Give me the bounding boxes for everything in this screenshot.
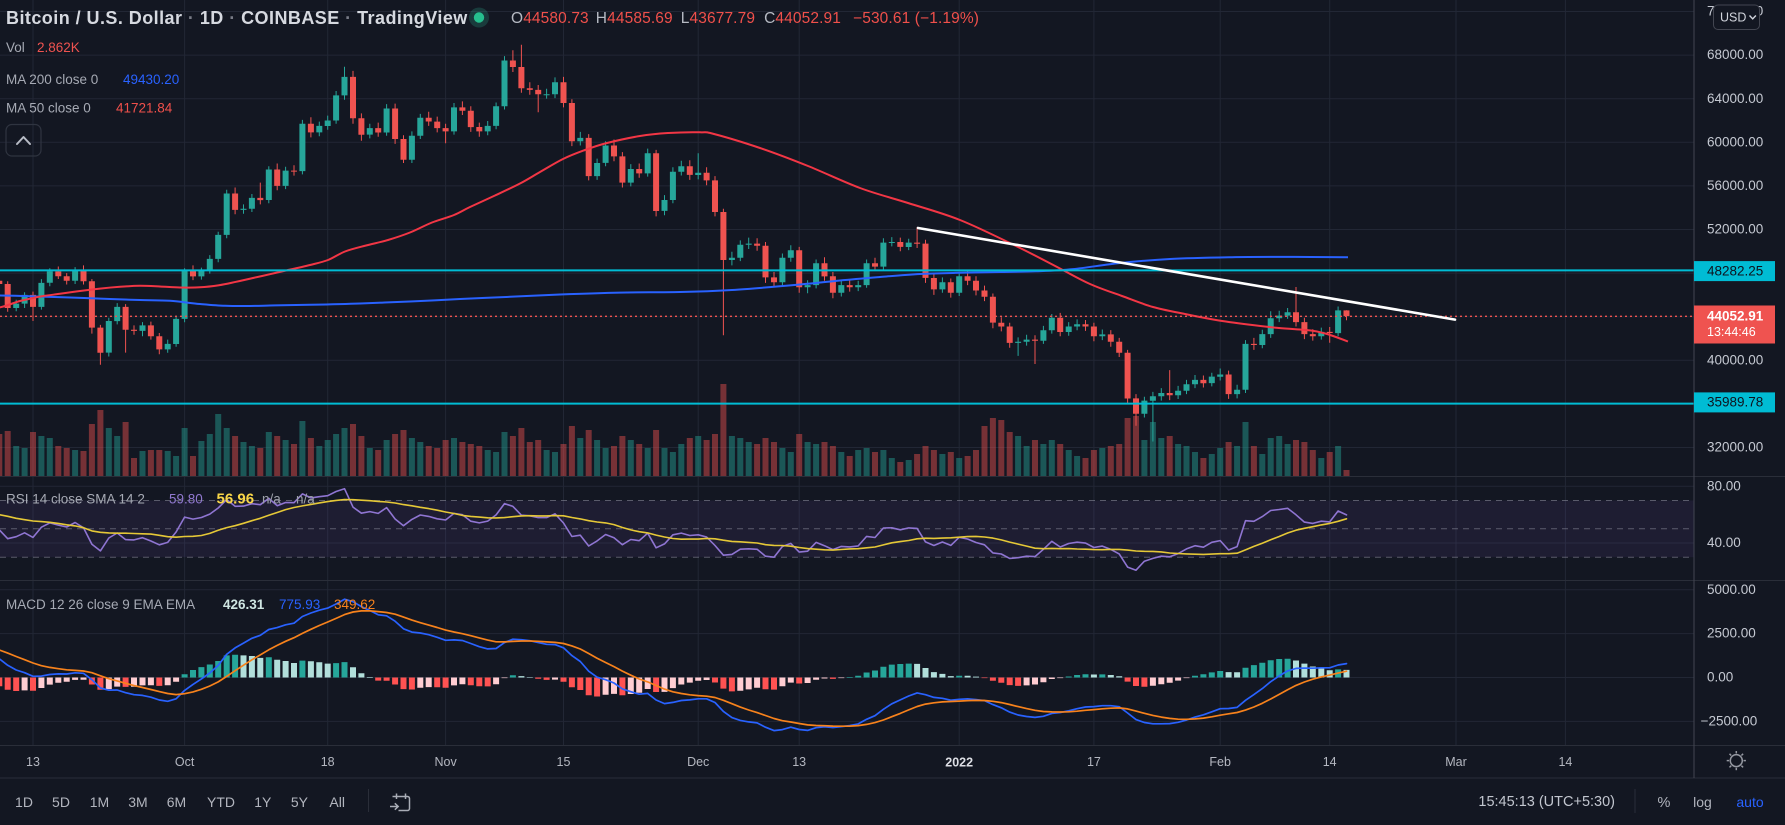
svg-text:56.96: 56.96 (217, 490, 255, 507)
svg-text:68000.00: 68000.00 (1707, 47, 1763, 62)
svg-text:3M: 3M (128, 794, 147, 810)
svg-text:49430.20: 49430.20 (123, 72, 179, 87)
svg-text:n/a: n/a (262, 491, 281, 506)
svg-text:40.00: 40.00 (1707, 535, 1741, 550)
svg-text:18: 18 (321, 755, 335, 769)
svg-text:MACD 12 26 close 9 EMA EMA: MACD 12 26 close 9 EMA EMA (6, 597, 195, 612)
svg-text:2.862K: 2.862K (37, 40, 80, 55)
svg-text:2022: 2022 (945, 755, 973, 769)
svg-text:1M: 1M (90, 794, 109, 810)
svg-text:14: 14 (1323, 755, 1337, 769)
svg-text:Nov: Nov (434, 755, 457, 769)
svg-text:15:45:13 (UTC+5:30): 15:45:13 (UTC+5:30) (1478, 794, 1615, 810)
svg-text:MA 50 close 0: MA 50 close 0 (6, 100, 91, 115)
svg-text:%: % (1658, 795, 1671, 811)
svg-text:6M: 6M (167, 794, 186, 810)
svg-text:35989.78: 35989.78 (1707, 395, 1763, 410)
svg-text:426.31: 426.31 (223, 597, 265, 612)
svg-text:2500.00: 2500.00 (1707, 626, 1756, 641)
svg-text:13: 13 (792, 755, 806, 769)
svg-text:64000.00: 64000.00 (1707, 91, 1763, 106)
svg-text:5Y: 5Y (291, 794, 309, 810)
svg-text:Mar: Mar (1445, 755, 1467, 769)
svg-text:Feb: Feb (1209, 755, 1231, 769)
svg-text:80.00: 80.00 (1707, 478, 1741, 493)
svg-text:0.00: 0.00 (1707, 670, 1733, 685)
svg-text:YTD: YTD (207, 794, 235, 810)
svg-text:349.62: 349.62 (334, 597, 375, 612)
svg-text:5D: 5D (52, 794, 70, 810)
svg-text:13:44:46: 13:44:46 (1707, 325, 1756, 339)
svg-text:13: 13 (26, 755, 40, 769)
svg-text:32000.00: 32000.00 (1707, 440, 1763, 455)
svg-text:log: log (1693, 794, 1712, 810)
svg-text:5000.00: 5000.00 (1707, 582, 1756, 597)
svg-text:auto: auto (1736, 794, 1763, 810)
svg-text:52000.00: 52000.00 (1707, 222, 1763, 237)
svg-text:−2500.00: −2500.00 (1701, 713, 1758, 728)
svg-text:17: 17 (1087, 755, 1101, 769)
svg-text:All: All (329, 794, 345, 810)
svg-text:Vol: Vol (6, 40, 25, 55)
svg-text:1D: 1D (15, 794, 33, 810)
svg-text:n/a: n/a (296, 491, 315, 506)
svg-text:60000.00: 60000.00 (1707, 134, 1763, 149)
svg-text:48282.25: 48282.25 (1707, 263, 1763, 278)
svg-text:775.93: 775.93 (279, 597, 320, 612)
svg-text:Bitcoin / U.S. Dollar · 1D · C: Bitcoin / U.S. Dollar · 1D · COINBASE · … (6, 8, 468, 28)
svg-text:Dec: Dec (687, 755, 709, 769)
svg-text:14: 14 (1558, 755, 1572, 769)
svg-text:56000.00: 56000.00 (1707, 178, 1763, 193)
svg-text:15: 15 (557, 755, 571, 769)
svg-text:41721.84: 41721.84 (116, 100, 173, 115)
svg-text:USD: USD (1720, 10, 1746, 24)
svg-text:1Y: 1Y (254, 794, 272, 810)
svg-text:44052.91: 44052.91 (1707, 308, 1764, 323)
svg-text:Oct: Oct (175, 755, 195, 769)
svg-text:59.80: 59.80 (169, 491, 203, 506)
svg-text:40000.00: 40000.00 (1707, 352, 1763, 367)
svg-text:RSI 14 close SMA 14 2: RSI 14 close SMA 14 2 (6, 491, 145, 506)
svg-text:MA 200 close 0: MA 200 close 0 (6, 72, 98, 87)
